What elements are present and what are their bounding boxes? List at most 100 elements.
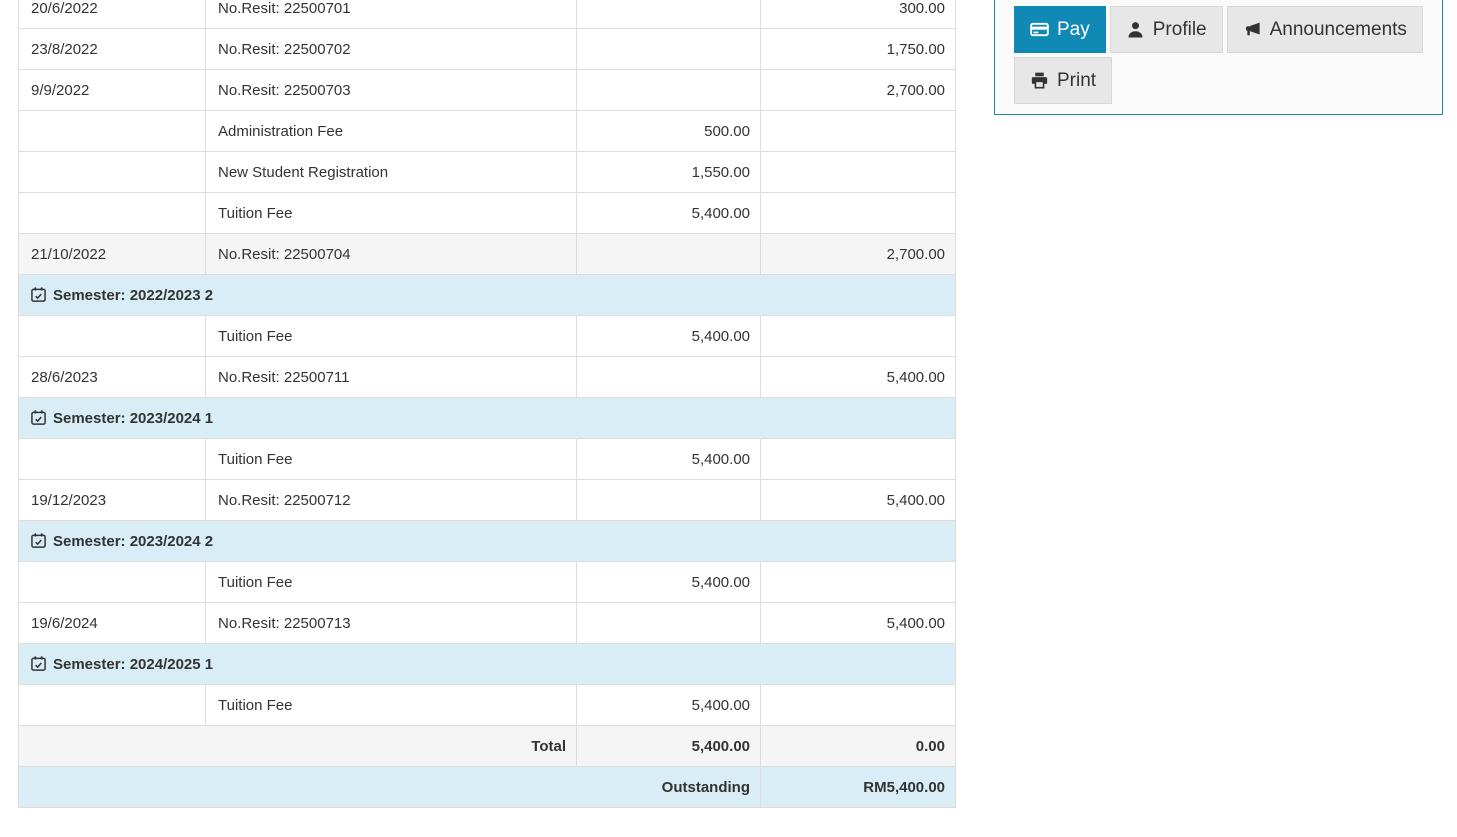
credit-cell: 5,400.00 <box>760 479 956 521</box>
total-label: Total <box>18 725 577 767</box>
credit-card-icon <box>1030 21 1049 38</box>
debit-cell <box>576 69 761 111</box>
user-icon <box>1126 21 1145 38</box>
actions-panel: Pay Profile Announcements <box>994 0 1443 115</box>
description-cell: No.Resit: 22500703 <box>205 69 577 111</box>
debit-cell: 5,400.00 <box>576 438 761 480</box>
date-cell <box>18 438 206 480</box>
description-cell: No.Resit: 22500711 <box>205 356 577 398</box>
semester-label: Semester: 2023/2024 2 <box>53 532 214 550</box>
description-cell: New Student Registration <box>205 151 577 193</box>
calendar-check-icon <box>31 656 46 671</box>
credit-cell: 2,700.00 <box>760 233 956 275</box>
date-cell <box>18 315 206 357</box>
printer-icon <box>1030 72 1049 89</box>
date-cell: 28/6/2023 <box>18 356 206 398</box>
table-row: 19/12/2023 No.Resit: 22500712 5,400.00 <box>18 479 956 521</box>
table-row: Tuition Fee 5,400.00 <box>18 438 956 480</box>
debit-cell: 5,400.00 <box>576 684 761 726</box>
table-row: 9/9/2022 No.Resit: 22500703 2,700.00 <box>18 69 956 111</box>
pay-label: Pay <box>1057 19 1090 40</box>
credit-cell <box>760 561 956 603</box>
date-cell: 21/10/2022 <box>18 233 206 275</box>
credit-cell <box>760 438 956 480</box>
date-cell <box>18 684 206 726</box>
credit-cell: 2,700.00 <box>760 69 956 111</box>
credit-cell <box>760 684 956 726</box>
profile-label: Profile <box>1152 19 1207 40</box>
debit-cell: 5,400.00 <box>576 561 761 603</box>
description-cell: Tuition Fee <box>205 561 577 603</box>
table-row: Administration Fee 500.00 <box>18 110 956 152</box>
calendar-check-icon <box>31 287 46 302</box>
date-cell <box>18 110 206 152</box>
description-cell: No.Resit: 22500701 <box>205 0 577 29</box>
semester-label: Semester: 2022/2023 2 <box>53 286 214 304</box>
outstanding-value: RM5,400.00 <box>760 766 956 808</box>
print-button[interactable]: Print <box>1014 57 1113 104</box>
date-cell: 19/6/2024 <box>18 602 206 644</box>
debit-cell: 500.00 <box>576 110 761 152</box>
semester-header-row: Semester: 2023/2024 1 <box>18 397 956 439</box>
semester-header-row: Semester: 2022/2023 2 <box>18 274 956 316</box>
date-cell: 19/12/2023 <box>18 479 206 521</box>
outstanding-row: Outstanding RM5,400.00 <box>18 766 956 808</box>
debit-cell <box>576 602 761 644</box>
description-cell: Administration Fee <box>205 110 577 152</box>
description-cell: Tuition Fee <box>205 315 577 357</box>
outstanding-label: Outstanding <box>18 766 761 808</box>
semester-label: Semester: 2024/2025 1 <box>53 655 214 673</box>
fee-statement: 20/6/2022 No.Resit: 22500701 300.00 23/8… <box>18 0 956 808</box>
description-cell: Tuition Fee <box>205 192 577 234</box>
semester-header-row: Semester: 2024/2025 1 <box>18 643 956 685</box>
credit-cell: 300.00 <box>760 0 956 29</box>
table-row: 20/6/2022 No.Resit: 22500701 300.00 <box>18 0 956 29</box>
semester-label: Semester: 2023/2024 1 <box>53 409 214 427</box>
announcements-button[interactable]: Announcements <box>1226 6 1423 53</box>
announcements-label: Announcements <box>1269 19 1407 40</box>
table-row: 19/6/2024 No.Resit: 22500713 5,400.00 <box>18 602 956 644</box>
description-cell: No.Resit: 22500712 <box>205 479 577 521</box>
total-credit: 0.00 <box>760 725 956 767</box>
table-row: Tuition Fee 5,400.00 <box>18 684 956 726</box>
debit-cell <box>576 28 761 70</box>
date-cell <box>18 151 206 193</box>
actions-row-1: Pay Profile Announcements <box>1014 6 1428 53</box>
table-row: New Student Registration 1,550.00 <box>18 151 956 193</box>
actions-row-2: Print <box>1014 57 1428 104</box>
description-cell: Tuition Fee <box>205 684 577 726</box>
debit-cell <box>576 233 761 275</box>
pay-button[interactable]: Pay <box>1014 6 1106 53</box>
debit-cell: 5,400.00 <box>576 315 761 357</box>
credit-cell: 5,400.00 <box>760 356 956 398</box>
debit-cell: 1,550.00 <box>576 151 761 193</box>
table-row: 28/6/2023 No.Resit: 22500711 5,400.00 <box>18 356 956 398</box>
total-debit: 5,400.00 <box>576 725 761 767</box>
description-cell: No.Resit: 22500702 <box>205 28 577 70</box>
credit-cell: 5,400.00 <box>760 602 956 644</box>
table-row: Tuition Fee 5,400.00 <box>18 315 956 357</box>
description-cell: Tuition Fee <box>205 438 577 480</box>
debit-cell: 5,400.00 <box>576 192 761 234</box>
total-row: Total 5,400.00 0.00 <box>18 725 956 767</box>
fee-statement-table: 20/6/2022 No.Resit: 22500701 300.00 23/8… <box>18 0 956 808</box>
table-row: 23/8/2022 No.Resit: 22500702 1,750.00 <box>18 28 956 70</box>
table-row: Tuition Fee 5,400.00 <box>18 192 956 234</box>
date-cell: 9/9/2022 <box>18 69 206 111</box>
date-cell: 20/6/2022 <box>18 0 206 29</box>
credit-cell <box>760 110 956 152</box>
description-cell: No.Resit: 22500713 <box>205 602 577 644</box>
credit-cell <box>760 315 956 357</box>
calendar-check-icon <box>31 410 46 425</box>
table-row: 21/10/2022 No.Resit: 22500704 2,700.00 <box>18 233 956 275</box>
table-row: Tuition Fee 5,400.00 <box>18 561 956 603</box>
debit-cell <box>576 0 761 29</box>
date-cell <box>18 192 206 234</box>
debit-cell <box>576 479 761 521</box>
calendar-check-icon <box>31 533 46 548</box>
print-label: Print <box>1057 70 1097 91</box>
megaphone-icon <box>1243 21 1262 38</box>
credit-cell <box>760 192 956 234</box>
description-cell: No.Resit: 22500704 <box>205 233 577 275</box>
profile-button[interactable]: Profile <box>1109 6 1223 53</box>
